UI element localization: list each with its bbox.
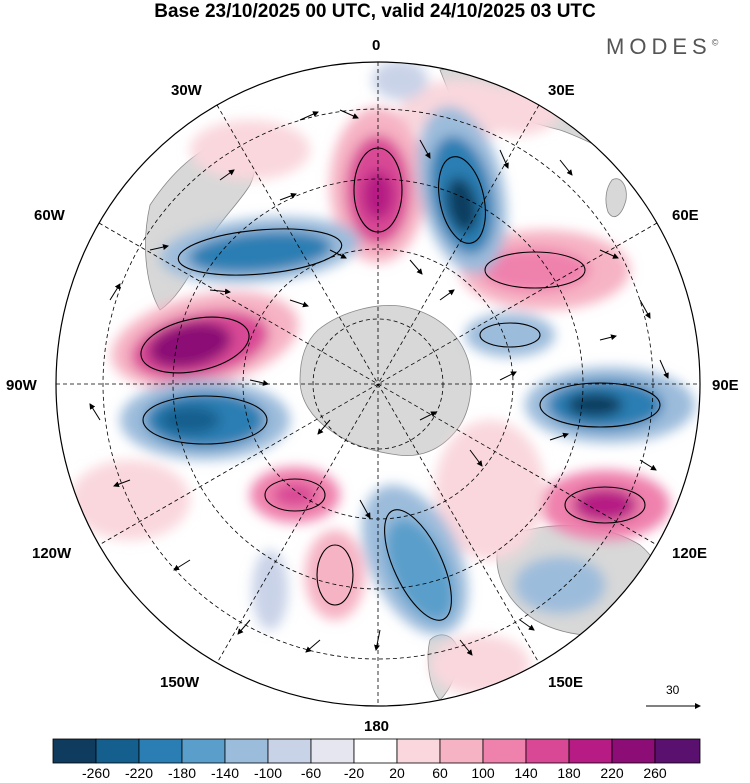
lon-label-30e: 30E — [548, 82, 575, 99]
colorbar-label: -140 — [210, 765, 240, 781]
colorbar-box-7 — [310, 738, 355, 764]
colorbar-box-14 — [611, 738, 656, 764]
lon-label-120w: 120W — [32, 545, 72, 562]
colorbar-label: 140 — [514, 765, 538, 781]
colorbar-label: 60 — [432, 765, 448, 781]
colorbar-box-10 — [439, 738, 484, 764]
colorbar-label: 100 — [471, 765, 495, 781]
colorbar-box-4 — [181, 738, 226, 764]
colorbar-box-13 — [568, 738, 613, 764]
colorbar-box-8 — [353, 738, 398, 764]
colorbar-box-6 — [267, 738, 312, 764]
colorbar-label: 180 — [557, 765, 581, 781]
brand-text: MODES — [606, 34, 712, 59]
lon-label-60e: 60E — [672, 207, 699, 224]
colorbar-label: -60 — [300, 765, 322, 781]
madagascar — [605, 178, 627, 217]
map-title: Base 23/10/2025 00 UTC, valid 24/10/2025… — [154, 1, 596, 22]
colorbar-label: -100 — [253, 765, 283, 781]
lon-label-0: 0 — [372, 37, 381, 54]
lon-label-90w: 90W — [6, 377, 37, 394]
reference-vector-label: 30 — [666, 683, 680, 697]
graticule — [56, 62, 700, 706]
colorbar-box-1 — [52, 738, 97, 764]
colorbar-box-5 — [224, 738, 269, 764]
lon-label-120e: 120E — [672, 545, 708, 562]
map-border — [55, 61, 701, 707]
colorbar-box-11 — [482, 738, 527, 764]
lon-label-150e: 150E — [548, 674, 584, 691]
lon-label-90e: 90E — [712, 377, 739, 394]
colorbar-box-15 — [654, 738, 701, 764]
modes-logo: MODES© — [606, 34, 718, 60]
lon-label-150w: 150W — [160, 674, 200, 691]
colorbar-box-12 — [525, 738, 570, 764]
colorbar-label: -220 — [124, 765, 154, 781]
colorbar-label: -20 — [343, 765, 365, 781]
brand-mark: © — [711, 37, 719, 48]
colorbar-box-3 — [138, 738, 183, 764]
contour-lines — [140, 147, 661, 621]
colorbar-label: -180 — [167, 765, 197, 781]
colorbar-label: 260 — [643, 765, 667, 781]
map-disc — [56, 62, 700, 706]
colorbar-label: 20 — [389, 765, 405, 781]
colorbar-label: -260 — [81, 765, 111, 781]
lon-label-180: 180 — [364, 718, 390, 735]
lon-label-60w: 60W — [34, 207, 65, 224]
antarctica — [299, 305, 472, 456]
colorbar-box-2 — [95, 738, 140, 764]
lon-label-30w: 30W — [171, 82, 202, 99]
colorbar-label: 220 — [600, 765, 624, 781]
colorbar-box-9 — [396, 738, 441, 764]
wind-vectors — [89, 109, 669, 656]
colorbar — [52, 738, 701, 764]
